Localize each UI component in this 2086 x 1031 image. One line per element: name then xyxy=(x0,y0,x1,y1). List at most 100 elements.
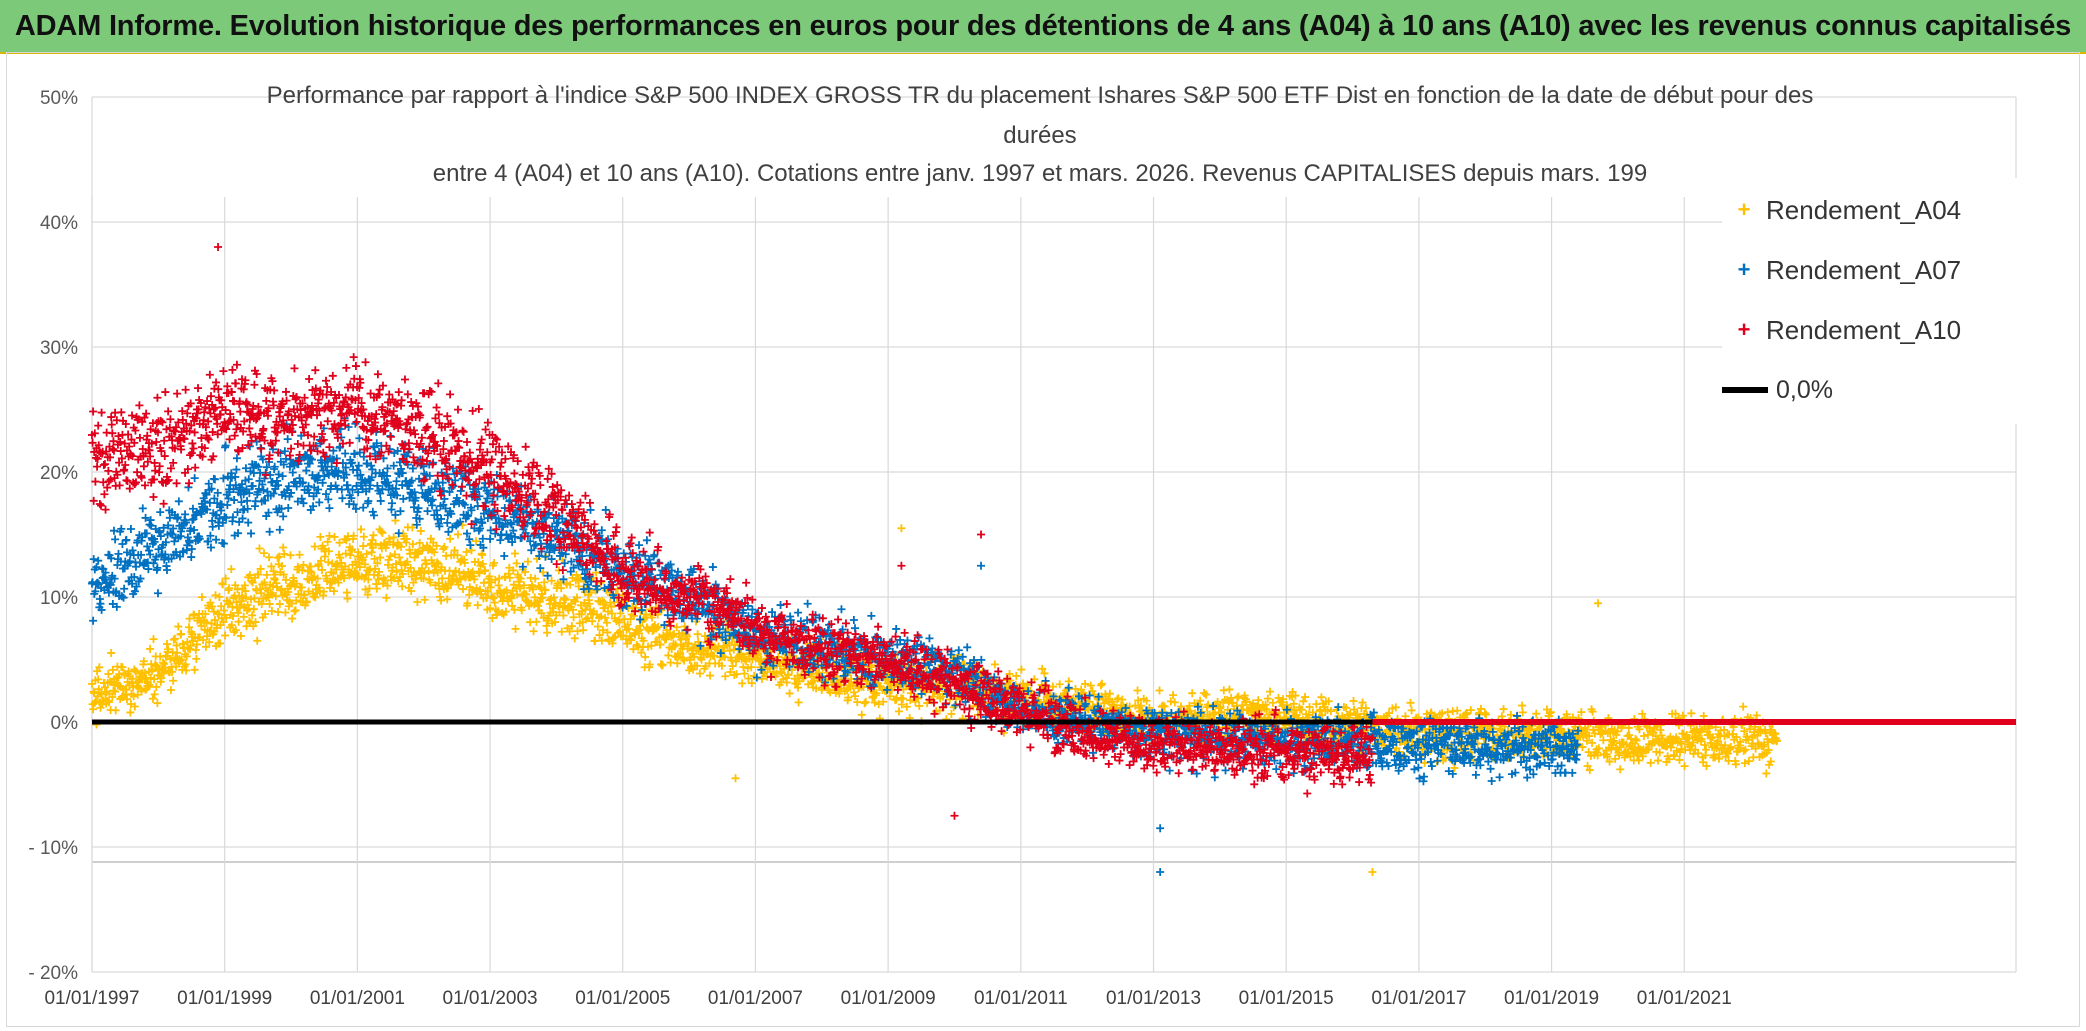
rendement-a04-point xyxy=(192,640,201,649)
rendement-a04-point xyxy=(412,548,421,557)
rendement-a04-point xyxy=(690,652,699,661)
rendement-a07-point xyxy=(272,476,281,485)
rendement-a07-point xyxy=(265,527,274,536)
rendement-a04-point xyxy=(234,608,243,617)
rendement-a04-point xyxy=(1098,679,1106,688)
rendement-a04-point xyxy=(236,601,245,610)
rendement-a04-point xyxy=(738,679,747,688)
rendement-a04-point xyxy=(126,708,135,717)
rendement-a04-point xyxy=(509,566,518,575)
rendement-a04-point xyxy=(257,589,266,598)
rendement-a04-point xyxy=(532,617,541,626)
rendement-a07-point xyxy=(126,525,135,534)
rendement-a04-point xyxy=(1088,687,1097,696)
rendement-a04-point xyxy=(1266,687,1275,696)
rendement-a04-point xyxy=(310,542,319,551)
rendement-a04-point xyxy=(485,572,494,581)
rendement-a04-point xyxy=(188,630,197,639)
rendement-a04-point xyxy=(597,636,606,645)
rendement-a04-point xyxy=(275,552,284,561)
rendement-a04-point xyxy=(1480,709,1489,718)
rendement-a04-point xyxy=(861,698,870,707)
rendement-a04-point xyxy=(103,696,112,705)
rendement-a04-point xyxy=(490,598,499,607)
rendement-a04-point xyxy=(706,671,715,680)
rendement-a04-point xyxy=(689,665,698,674)
rendement-a04-point xyxy=(216,639,225,648)
rendement-a04-point xyxy=(537,609,546,618)
rendement-a04-point xyxy=(666,658,675,667)
chart-frame xyxy=(6,52,2080,1027)
rendement-a04-point xyxy=(550,618,559,627)
rendement-a04-point xyxy=(1639,731,1648,740)
rendement-a04-point xyxy=(420,595,429,604)
rendement-a04-point xyxy=(567,622,576,631)
rendement-a07-point xyxy=(228,513,237,522)
rendement-a04-point xyxy=(392,567,401,576)
rendement-a04-point xyxy=(202,618,211,627)
rendement-a04-point xyxy=(221,574,230,583)
rendement-a04-point xyxy=(364,566,373,575)
rendement-a04-point xyxy=(97,690,106,699)
rendement-a04-point xyxy=(571,597,580,606)
rendement-a04-point xyxy=(1081,679,1090,688)
rendement-a04-point xyxy=(108,692,117,701)
rendement-a04-point xyxy=(340,574,349,583)
rendement-a04-point xyxy=(757,674,766,683)
rendement-a04-point xyxy=(169,635,178,644)
rendement-a04-point xyxy=(1096,681,1105,690)
rendement-a04-point xyxy=(507,594,516,603)
rendement-a04-point xyxy=(1216,702,1225,711)
rendement-a04-point xyxy=(645,660,654,669)
rendement-a04-point xyxy=(118,663,127,672)
rendement-a04-point xyxy=(124,667,133,676)
rendement-a04-point xyxy=(1176,702,1185,711)
rendement-a04-point xyxy=(668,631,677,640)
rendement-a07-point xyxy=(391,510,400,519)
rendement-a07-point xyxy=(359,503,368,512)
rendement-a04-point xyxy=(248,578,257,587)
rendement-a04-point xyxy=(394,576,403,585)
rendement-a04-point xyxy=(360,574,369,583)
rendement-a04-point xyxy=(163,640,172,649)
rendement-a07-point xyxy=(803,599,812,608)
rendement-a04-point xyxy=(290,607,299,616)
rendement-a04-point xyxy=(359,532,368,541)
rendement-a04-point xyxy=(402,535,411,544)
rendement-a04-point xyxy=(494,581,503,590)
rendement-a04-point xyxy=(676,649,685,658)
rendement-a07-point xyxy=(153,589,162,598)
rendement-a04-point xyxy=(491,575,500,584)
rendement-a04-point xyxy=(367,548,376,557)
rendement-a04-point xyxy=(424,567,433,576)
rendement-a04-point xyxy=(284,588,293,597)
rendement-a04-point xyxy=(1055,680,1064,689)
rendement-a04-point xyxy=(652,624,661,633)
rendement-a04-point xyxy=(286,551,295,560)
rendement-a04-point xyxy=(793,672,802,681)
rendement-a04-point xyxy=(133,678,142,687)
rendement-a04-point xyxy=(191,645,200,654)
rendement-a07-point xyxy=(963,643,972,652)
rendement-a04-point xyxy=(697,655,706,664)
rendement-a04-point xyxy=(588,617,597,626)
rendement-a07-point xyxy=(466,541,475,550)
rendement-a04-point xyxy=(627,636,636,645)
rendement-a04-point xyxy=(184,623,193,632)
rendement-a04-point xyxy=(477,590,486,599)
rendement-a04-point xyxy=(523,557,532,566)
rendement-a07-point xyxy=(486,534,495,543)
rendement-a04-point xyxy=(1202,690,1211,699)
rendement-a04-point xyxy=(453,551,462,560)
rendement-a04-point xyxy=(1326,707,1335,716)
rendement-a07-point xyxy=(449,482,458,491)
rendement-a07-point xyxy=(142,529,151,538)
rendement-a04-point xyxy=(1407,706,1416,715)
rendement-a04-outlier-point xyxy=(897,524,906,533)
rendement-a04-point xyxy=(782,678,791,687)
rendement-a07-point xyxy=(131,562,140,571)
rendement-a04-point xyxy=(777,669,786,678)
rendement-a04-point xyxy=(747,679,756,688)
rendement-a04-point xyxy=(947,710,956,719)
rendement-a04-point xyxy=(1739,702,1748,711)
